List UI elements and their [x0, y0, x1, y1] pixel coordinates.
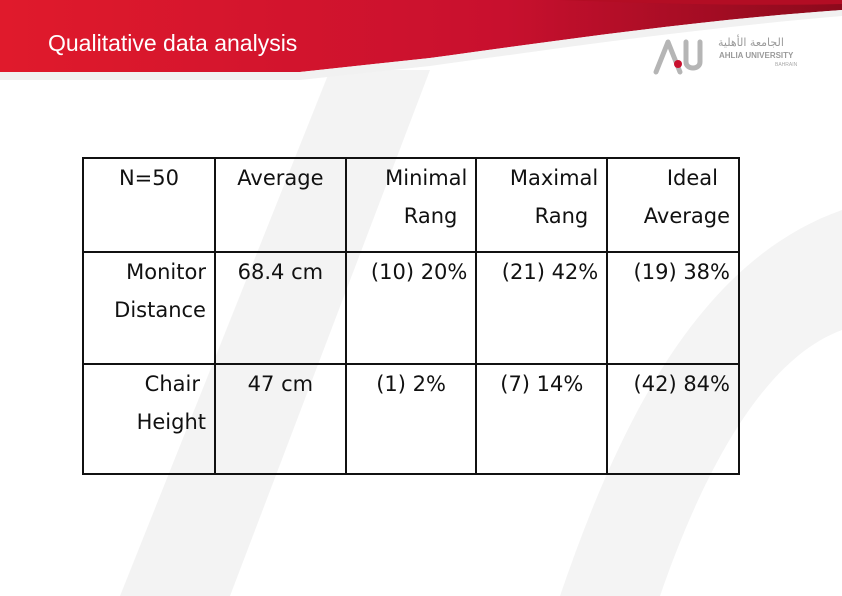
logo-arabic-name: الجامعة الأهلية	[718, 36, 784, 49]
analysis-table: N=50 Average Minimal Rang Maximal Rang I…	[82, 157, 740, 475]
header-cell-average: Average	[213, 157, 347, 253]
header-band-shadow	[0, 10, 842, 80]
header-cell-ideal: Ideal Average	[606, 157, 740, 253]
average-cell: 47 cm	[213, 363, 347, 475]
average-cell: 68.4 cm	[213, 251, 347, 365]
row-label-cell: Monitor Distance	[82, 251, 216, 365]
header-minimal-line1: Minimal	[385, 166, 468, 190]
maximal-cell: (21) 42%	[475, 251, 609, 365]
header-band	[0, 0, 842, 72]
university-logo	[653, 39, 703, 75]
header-ideal-line1: Ideal	[666, 166, 718, 190]
logo-dot-icon	[674, 60, 682, 68]
header-average-text: Average	[237, 166, 324, 190]
header-top-highlight	[560, 0, 842, 5]
minimal-cell: (10) 20%	[344, 251, 478, 365]
row-label-line2: Distance	[114, 298, 206, 322]
header-maximal-line2: Rang	[534, 204, 589, 228]
header-ideal-line2: Average	[643, 204, 730, 228]
logo-english-name: AHLIA UNIVERSITY	[719, 51, 794, 60]
header-maximal-line1: Maximal	[509, 166, 599, 190]
table-row: Monitor Distance 68.4 cm (10) 20% (21) 4…	[82, 251, 740, 365]
header-cell-minimal: Minimal Rang	[344, 157, 478, 253]
header-minimal-line2: Rang	[403, 204, 458, 228]
table-header-row: N=50 Average Minimal Rang Maximal Rang I…	[82, 157, 740, 253]
header-cell-maximal: Maximal Rang	[475, 157, 609, 253]
slide-title: Qualitative data analysis	[48, 30, 298, 56]
row-label-line2: Height	[136, 410, 206, 434]
header-cell-n: N=50	[82, 157, 216, 253]
minimal-cell: (1) 2%	[344, 363, 478, 475]
row-label-line1: Chair	[144, 372, 200, 396]
ideal-cell: (19) 38%	[606, 251, 740, 365]
table-row: Chair Height 47 cm (1) 2% (7) 14% (42) 8…	[82, 363, 740, 475]
row-label-line1: Monitor	[126, 260, 206, 284]
row-label-cell: Chair Height	[82, 363, 216, 475]
header-n-text: N=50	[118, 166, 179, 190]
maximal-cell: (7) 14%	[475, 363, 609, 475]
logo-location: BAHRAIN	[775, 62, 798, 68]
ideal-cell: (42) 84%	[606, 363, 740, 475]
